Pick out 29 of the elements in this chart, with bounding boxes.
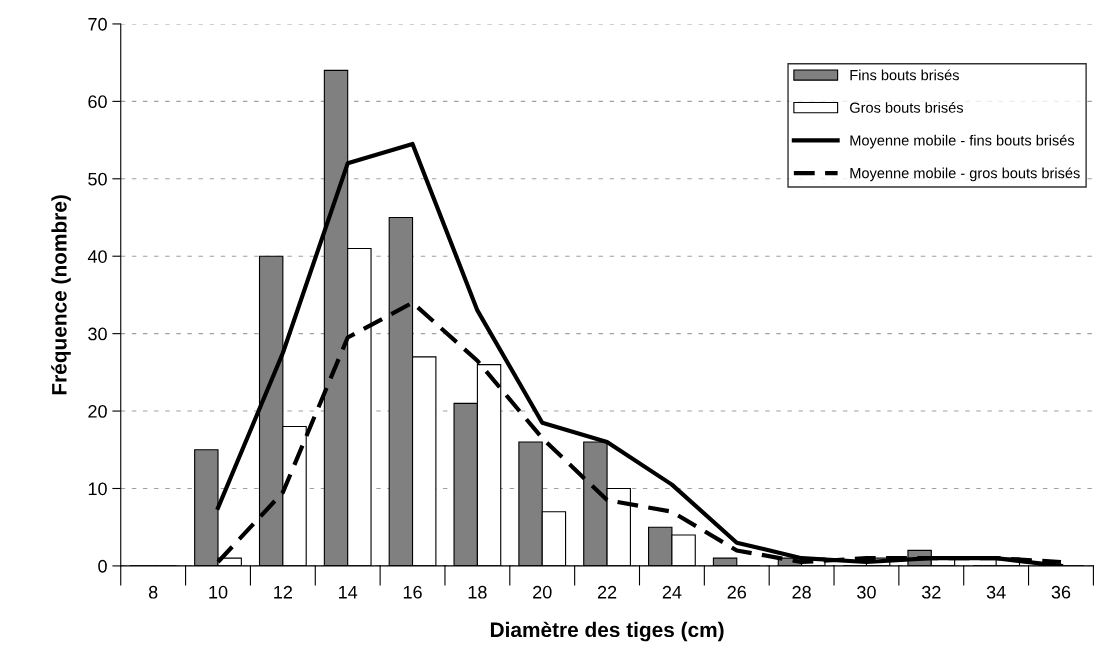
x-tick-label: 10 [209,585,228,599]
x-tick-label: 32 [921,585,941,599]
y-tick-label: 0 [98,559,107,573]
y-tick-label: 40 [87,250,107,263]
y-tick-label: 70 [88,17,107,31]
y-tick-label: 60 [88,95,107,109]
y-tick-label: 20 [88,405,107,418]
x-tick-label: 20 [533,585,552,599]
y-tick-label: 10 [88,482,107,496]
x-tick-label: 16 [403,585,422,599]
x-axis-title: Diamètre des tiges (cm) [490,621,724,642]
y-axis-title: Fréquence (nombre) [51,195,71,395]
x-tick-label: 36 [1051,585,1071,599]
y-tick-label: 30 [88,327,107,341]
legend-label: Fins bouts brisés [850,69,959,81]
x-tick-label: 8 [148,585,158,599]
legend-label: Moyenne mobile - gros bouts brisés [850,167,1080,182]
x-tick-label: 22 [597,585,617,599]
x-tick-label: 34 [986,585,1006,599]
x-tick-label: 28 [792,585,811,599]
x-tick-label: 26 [727,585,747,599]
legend-label: Gros bouts brisés [850,101,964,113]
x-tick-label: 30 [857,585,876,599]
x-tick-label: 18 [468,585,487,599]
y-tick-label: 50 [88,172,107,186]
x-tick-label: 12 [274,585,292,599]
legend-label: Moyenne mobile - fins bouts brisés [850,134,1075,149]
x-tick-label: 14 [339,586,358,599]
x-tick-label: 24 [662,585,682,599]
